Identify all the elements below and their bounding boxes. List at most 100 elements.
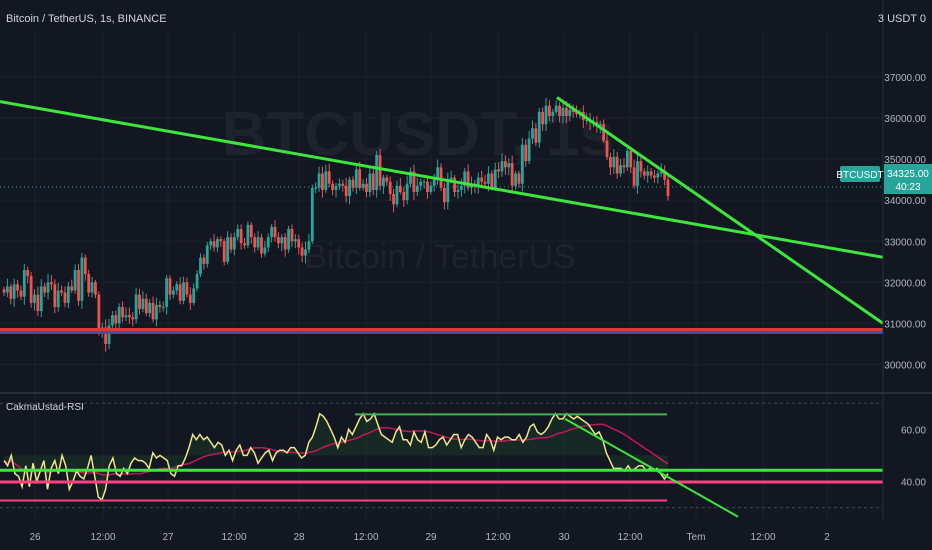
candle-body [453,177,456,192]
candle [612,148,616,174]
time-tick-label: 30 [558,532,570,543]
candle [260,233,263,258]
candle-body [422,181,426,183]
candle [426,175,429,199]
rsi-indicator-name[interactable]: CakmaUstad-RSI [6,402,84,413]
candle-body [659,171,663,174]
candle [36,286,40,317]
candle-body [53,284,57,307]
candle [124,307,128,321]
candle [629,147,633,174]
candle [290,224,294,247]
candle [9,283,13,305]
drawing-overlays[interactable] [0,96,884,334]
candle-body [602,124,606,141]
rsi-trendline [564,417,739,518]
candle [138,288,141,315]
candle-body [412,171,416,192]
candle [368,166,372,198]
candle-body [12,284,16,299]
candle-body [43,286,47,293]
candle-body [158,304,162,307]
price-axis[interactable]: 37000.00 36000.00 35000.00 34000.00 33000.00… [884,73,926,489]
candle [70,279,74,294]
candle [73,264,77,294]
candle [375,151,379,198]
candle [199,253,202,278]
candle [287,225,290,253]
candle-body [646,171,650,176]
candle [500,153,504,177]
candle [402,187,406,207]
candle-body [446,179,450,203]
candle [534,122,538,147]
candle-body [202,257,206,264]
candle [520,138,524,192]
candle [531,120,534,145]
time-tick-label: 28 [293,532,305,543]
candle-body [46,282,50,293]
candle-body [615,157,619,174]
price-label-countdown: 40:23 [895,182,920,193]
candle [94,279,97,299]
candle-body [609,157,612,168]
candle-body [629,150,633,168]
candle [16,279,19,298]
price-tick-label: 32000.00 [884,278,926,289]
candle-body [277,237,280,244]
candle [493,162,497,191]
candle-body [321,173,324,190]
candle-body [9,286,13,299]
candle [615,151,619,179]
candle-body [148,302,152,314]
candle [270,224,274,243]
candle-body [537,111,541,143]
candlestick-series[interactable] [2,98,670,352]
candle-body [514,173,517,186]
candle-body [639,161,643,172]
candle-body [575,111,578,114]
candle [168,275,172,300]
time-tick-label: Tem [687,532,706,543]
candle [144,293,148,317]
candle [480,170,484,188]
candle-body [649,171,653,176]
time-axis[interactable]: 26 12:00 27 12:00 28 12:00 29 12:00 30 12:00 Tem 12… [29,532,830,543]
candle-body [554,105,558,112]
time-tick-label: 29 [425,532,437,543]
candle-body [199,257,202,275]
candle-body [463,171,467,186]
candle [649,167,653,179]
candle-body [324,171,328,190]
candle [43,282,47,297]
chart-title[interactable]: Bitcoin / TetherUS, 1s, BINANCE [6,13,167,25]
candle-body [293,239,297,242]
candle [382,174,385,194]
candle [90,277,94,298]
time-tick-label: 12:00 [617,532,642,543]
candle-body [476,177,480,186]
candle [185,277,189,298]
candle-body [517,173,521,184]
candle-body [246,224,250,246]
rsi-panel[interactable] [0,412,883,518]
candle [19,285,23,301]
candle [195,270,199,292]
candle-body [534,128,538,143]
price-tick-label: 33000.00 [884,237,926,248]
candle-body [531,128,534,139]
candle [653,169,656,183]
candle-body [365,183,368,192]
candle-body [216,239,219,248]
candle [409,167,412,188]
candle-body [121,306,124,318]
candle-body [405,183,409,201]
currency-label[interactable]: 3 USDT 0 [878,13,926,25]
candle-body [283,237,287,250]
candle [229,233,233,254]
candle [60,285,63,296]
candle-body [297,239,301,248]
candle [300,242,304,263]
candle-body [212,241,216,248]
candle-body [83,257,87,275]
